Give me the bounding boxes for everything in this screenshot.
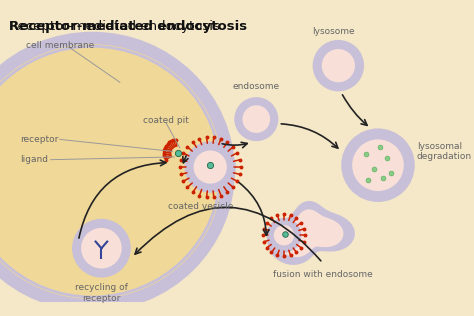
Text: Receptor-mediated endocytosis: Receptor-mediated endocytosis [9, 20, 220, 33]
Ellipse shape [0, 38, 228, 305]
Ellipse shape [268, 220, 300, 251]
Ellipse shape [74, 221, 129, 276]
Text: cell membrane: cell membrane [26, 41, 94, 50]
Text: endosome: endosome [233, 82, 280, 91]
Text: receptor: receptor [20, 135, 59, 144]
Ellipse shape [274, 225, 294, 246]
Text: lysosome: lysosome [312, 27, 355, 36]
Polygon shape [267, 201, 355, 265]
Text: coated pit: coated pit [143, 117, 189, 125]
Text: recycling of
receptor: recycling of receptor [75, 283, 128, 303]
Text: lysosomal
degradation: lysosomal degradation [417, 142, 472, 161]
Text: Receptor-mediated endocytosis: Receptor-mediated endocytosis [9, 20, 247, 33]
Ellipse shape [314, 42, 362, 90]
Text: coated vesicle: coated vesicle [168, 202, 234, 211]
Ellipse shape [236, 99, 277, 139]
Ellipse shape [81, 228, 122, 269]
Text: fusion with endosome: fusion with endosome [273, 270, 373, 279]
Ellipse shape [243, 105, 270, 133]
Polygon shape [278, 210, 344, 257]
Ellipse shape [352, 139, 404, 191]
Ellipse shape [343, 130, 413, 200]
Ellipse shape [186, 143, 234, 191]
Text: ligand: ligand [20, 155, 48, 164]
Ellipse shape [193, 150, 227, 184]
Ellipse shape [322, 49, 355, 82]
